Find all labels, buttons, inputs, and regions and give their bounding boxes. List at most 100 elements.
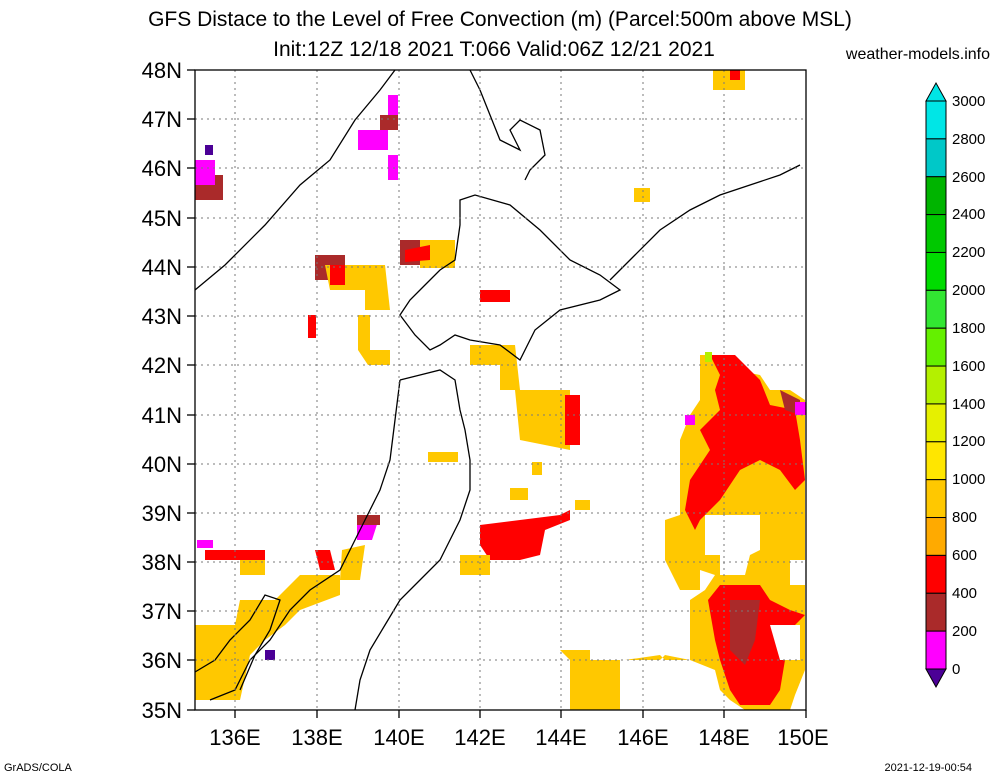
field-orange-pacific-c <box>428 452 458 462</box>
field-orange-pacific-d <box>460 555 490 575</box>
coastline-honshu <box>354 369 471 711</box>
lat-label: 47N <box>142 107 182 132</box>
lat-label: 46N <box>142 156 182 181</box>
field-layer <box>195 70 806 710</box>
lat-label: 36N <box>142 648 182 673</box>
lon-label: 136E <box>209 725 260 750</box>
coastline-asia <box>194 69 396 291</box>
field-sado-red <box>315 550 335 570</box>
lon-label: 142E <box>454 725 505 750</box>
field-orange-pacific-b <box>515 390 570 450</box>
coastline-hokkaido <box>399 194 622 361</box>
grid-lines <box>195 70 806 710</box>
lat-label: 37N <box>142 599 182 624</box>
field-east-brown <box>730 600 760 665</box>
colorbar-label: 2000 <box>952 282 985 299</box>
field-north-red-a <box>730 70 740 80</box>
colorbar-labels: 3000 2800 2600 2400 2200 2000 1800 1600 … <box>952 93 985 678</box>
map-frame <box>194 69 807 711</box>
colorbar-segment <box>925 630 947 670</box>
lon-label: 140E <box>373 725 424 750</box>
lon-label: 148E <box>698 725 749 750</box>
field-red-coast <box>205 550 265 560</box>
footer-timestamp: 2021-12-19-00:54 <box>884 762 972 774</box>
colorbar-label: 2600 <box>952 169 985 186</box>
field-hokkaido-red <box>330 265 345 285</box>
colorbar-segment <box>925 517 947 556</box>
field-orange-e <box>575 500 590 510</box>
field-north-purple <box>205 145 213 155</box>
colorbar-boxes <box>925 100 947 670</box>
colorbar-bottom-arrow <box>925 668 947 689</box>
lon-label: 146E <box>617 725 668 750</box>
field-orange-tsugaru <box>358 315 390 365</box>
map-title: GFS Distace to the Level of Free Convect… <box>148 8 852 31</box>
colorbar-label: 1200 <box>952 433 985 450</box>
coastline-layer <box>194 69 801 711</box>
field-red-pacific-b <box>480 510 570 560</box>
lat-labels: 48N 47N 46N 45N 44N 43N 42N 41N 40N 39N … <box>142 58 182 723</box>
field-north-magenta-b <box>388 95 398 115</box>
colorbar-segment <box>925 554 947 594</box>
coastline-kurils <box>609 164 801 281</box>
field-gap-a <box>705 515 760 575</box>
colorbar-segment <box>925 441 947 481</box>
lat-label: 39N <box>142 501 182 526</box>
field-north-magenta-a <box>358 130 388 150</box>
footer-credit: GrADS/COLA <box>4 762 72 774</box>
field-north-orange-b <box>634 188 650 202</box>
colorbar-label: 2200 <box>952 244 985 261</box>
field-orange-pacific-a <box>470 345 520 390</box>
lat-label: 43N <box>142 304 182 329</box>
source-label: weather-models.info <box>845 46 990 63</box>
colorbar-label: 600 <box>952 547 977 564</box>
field-north-magenta-d <box>195 160 215 185</box>
field-gap-b <box>790 560 806 585</box>
lat-label: 48N <box>142 58 182 83</box>
colorbar-label: 1600 <box>952 358 985 375</box>
field-magenta-coast <box>197 540 213 548</box>
colorbar: 3000 2800 2600 2400 2200 2000 1800 1600 … <box>925 81 985 689</box>
field-east-magenta <box>795 402 806 415</box>
field-east-lime <box>705 352 712 362</box>
colorbar-label: 1000 <box>952 471 985 488</box>
coastline-peninsula <box>194 594 281 691</box>
colorbar-segment <box>925 592 947 632</box>
colorbar-label: 400 <box>952 585 977 602</box>
colorbar-segment <box>925 403 947 443</box>
field-east-red-north <box>685 355 805 530</box>
field-east-magenta-b <box>685 415 695 425</box>
field-red-small-b <box>480 290 510 302</box>
lat-label: 38N <box>142 550 182 575</box>
lat-label: 42N <box>142 353 182 378</box>
field-purple-b <box>265 650 275 660</box>
colorbar-segment <box>925 251 947 291</box>
field-red-pacific-a <box>565 395 580 445</box>
colorbar-label: 3000 <box>952 93 985 110</box>
colorbar-segment <box>925 365 947 405</box>
lon-labels: 136E 138E 140E 142E 144E 146E 148E 150E <box>209 725 828 750</box>
field-gap-c <box>770 625 800 660</box>
colorbar-segment <box>925 176 947 216</box>
field-red-small-a <box>308 315 316 338</box>
colorbar-label: 800 <box>952 509 977 526</box>
coastline-sakhalin <box>469 69 546 181</box>
field-orange-pacific-e <box>510 488 528 500</box>
lat-label: 45N <box>142 206 182 231</box>
map-subtitle: Init:12Z 12/18 2021 T:066 Valid:06Z 12/2… <box>273 38 715 61</box>
lat-label: 40N <box>142 452 182 477</box>
colorbar-segment <box>925 138 947 178</box>
colorbar-segment <box>925 289 947 329</box>
field-orange-f <box>532 462 542 475</box>
field-noto-brown <box>357 515 380 525</box>
colorbar-label: 2400 <box>952 206 985 223</box>
colorbar-label: 200 <box>952 623 977 640</box>
lon-label: 144E <box>535 725 586 750</box>
field-orange-sw <box>195 575 340 700</box>
field-north-brown-a <box>380 115 398 130</box>
lon-label: 138E <box>291 725 342 750</box>
colorbar-label: 0 <box>952 661 960 678</box>
colorbar-segment <box>925 327 947 367</box>
colorbar-label: 2800 <box>952 131 985 148</box>
